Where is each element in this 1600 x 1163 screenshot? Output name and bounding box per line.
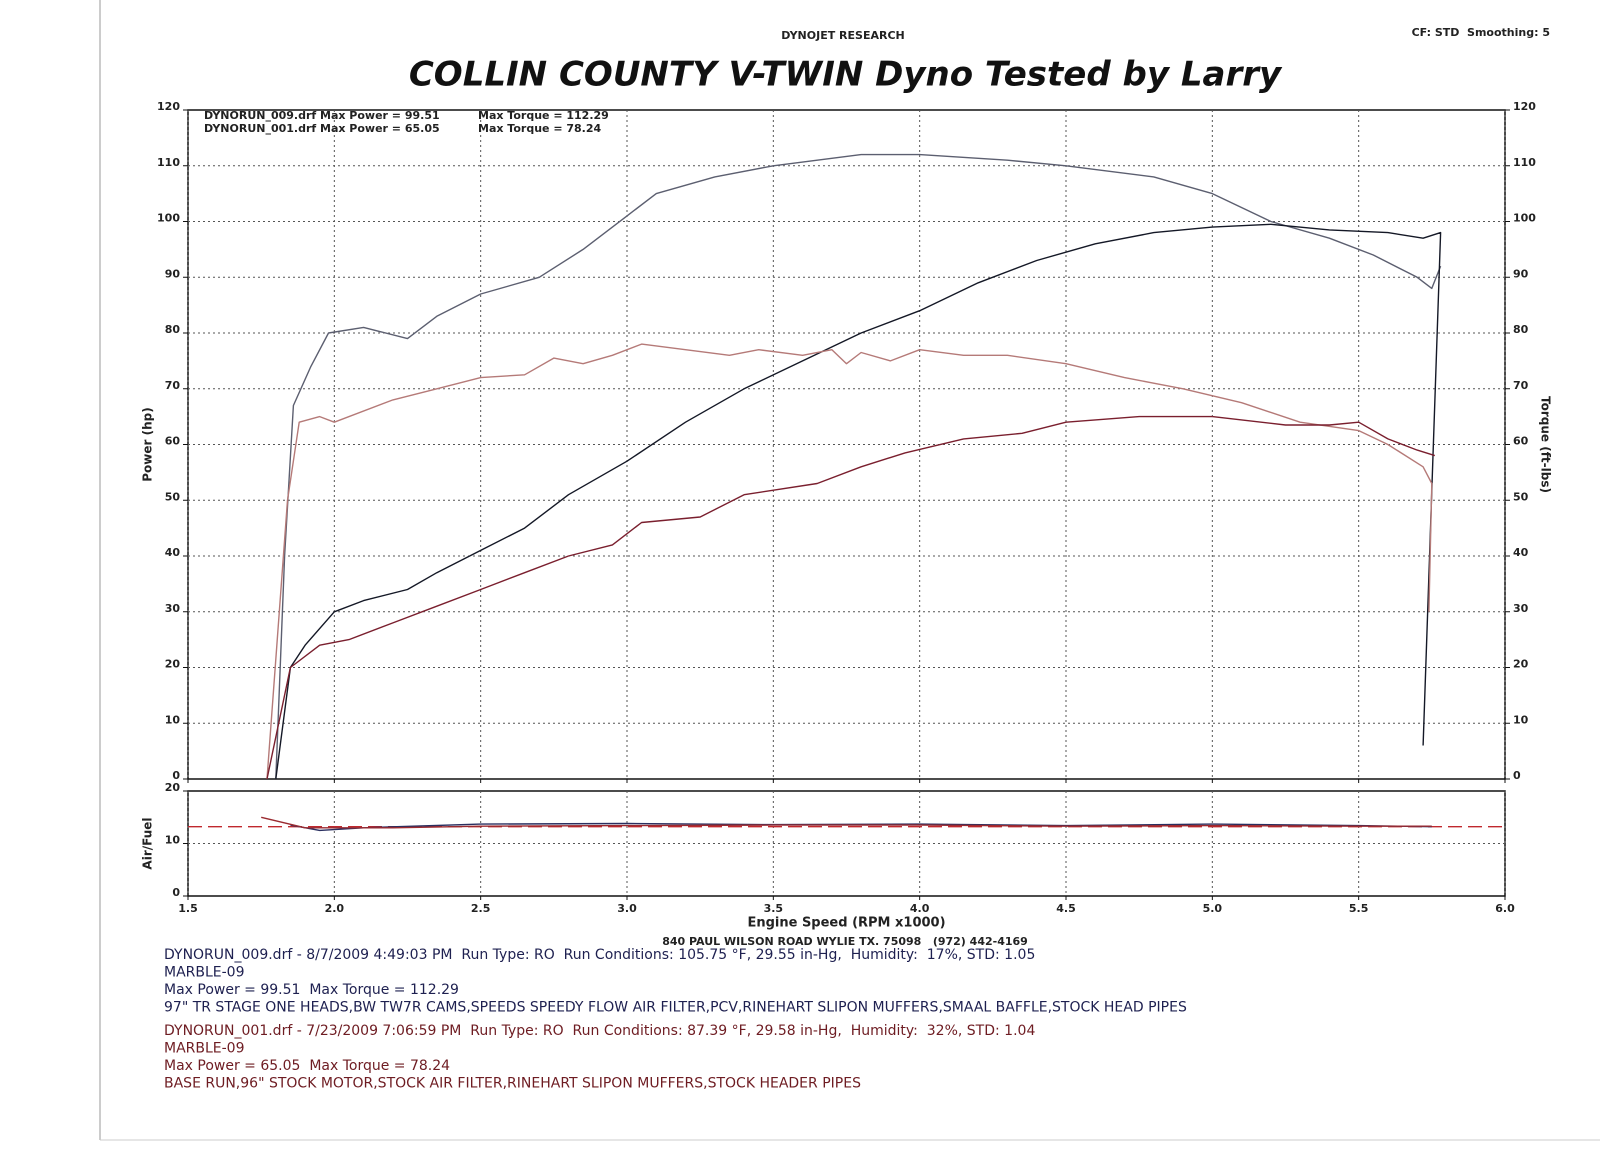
y-tick-label: 0 (172, 886, 180, 899)
y2-tick-label: 60 (1513, 435, 1529, 448)
x-tick-label: 4.0 (910, 902, 930, 915)
series-line (275, 223, 1442, 780)
y-tick-label: 0 (172, 769, 180, 782)
x-tick-label: 3.0 (617, 902, 637, 915)
run-info: DYNORUN_009.drf - 8/7/2009 4:49:03 PM Ru… (164, 947, 1035, 963)
annotation: DYNORUN_001.drf Max Power = 65.05 (204, 122, 440, 135)
y-tick-label: 40 (165, 546, 181, 559)
x-axis-label: Engine Speed (RPM x1000) (747, 916, 945, 931)
y2-tick-label: 100 (1513, 212, 1536, 225)
y2-tick-label: 70 (1513, 379, 1529, 392)
x-tick-label: 1.5 (178, 902, 198, 915)
x-tick-label: 5.5 (1349, 902, 1369, 915)
y-axis-label: Power (hp) (141, 407, 155, 481)
x-tick-label: 4.5 (1056, 902, 1076, 915)
y-tick-label: 80 (165, 323, 181, 336)
y2-tick-label: 120 (1513, 100, 1536, 113)
x-tick-label: 5.0 (1203, 902, 1223, 915)
x-tick-label: 6.0 (1495, 902, 1515, 915)
run-info: 97" TR STAGE ONE HEADS,BW TW7R CAMS,SPEE… (164, 1000, 1187, 1016)
y-tick-label: 90 (165, 267, 181, 280)
y2-tick-label: 30 (1513, 602, 1529, 615)
y-axis-label: Air/Fuel (141, 817, 155, 869)
x-tick-label: 2.5 (471, 902, 491, 915)
series-line (266, 343, 1433, 780)
y-tick-label: 10 (165, 834, 181, 847)
y2-tick-label: 10 (1513, 713, 1529, 726)
run-info: MARBLE-09 (164, 965, 245, 981)
y2-tick-label: 40 (1513, 546, 1529, 559)
y2-tick-label: 110 (1513, 156, 1536, 169)
annotation: DYNORUN_009.drf Max Power = 99.51 (204, 109, 440, 122)
run-info: Max Power = 65.05 Max Torque = 78.24 (164, 1058, 450, 1074)
chart-title: COLLIN COUNTY V-TWIN Dyno Tested by Larr… (409, 55, 1283, 95)
series-line (266, 415, 1436, 780)
y-tick-label: 110 (157, 156, 180, 169)
run-info: MARBLE-09 (164, 1041, 245, 1057)
y2-tick-label: 0 (1513, 769, 1521, 782)
y-tick-label: 100 (157, 212, 180, 225)
address: 840 PAUL WILSON ROAD WYLIE TX. 75098 (97… (662, 935, 1028, 948)
series-line (275, 153, 1442, 780)
y-tick-label: 120 (157, 100, 180, 113)
run-info: Max Power = 99.51 Max Torque = 112.29 (164, 982, 459, 998)
company: DYNOJET RESEARCH (781, 29, 904, 42)
annotation: Max Torque = 112.29 (478, 109, 609, 122)
run-info: BASE RUN,96" STOCK MOTOR,STOCK AIR FILTE… (164, 1076, 861, 1092)
y-tick-label: 50 (165, 490, 181, 503)
annotation: Max Torque = 78.24 (478, 122, 602, 135)
run-info: DYNORUN_001.drf - 7/23/2009 7:06:59 PM R… (164, 1023, 1035, 1039)
y2-tick-label: 50 (1513, 490, 1529, 503)
y2-tick-label: 80 (1513, 323, 1529, 336)
y-tick-label: 20 (165, 781, 181, 794)
y-tick-label: 30 (165, 602, 181, 615)
y-tick-label: 10 (165, 713, 181, 726)
y-tick-label: 20 (165, 658, 181, 671)
series-line (261, 816, 1432, 829)
y-tick-label: 60 (165, 435, 181, 448)
y2-tick-label: 90 (1513, 267, 1529, 280)
y-tick-label: 70 (165, 379, 181, 392)
x-tick-label: 2.0 (325, 902, 345, 915)
x-tick-label: 3.5 (764, 902, 784, 915)
y2-axis-label: Torque (ft-lbs) (1539, 396, 1553, 493)
y2-tick-label: 20 (1513, 658, 1529, 671)
settings: CF: STD Smoothing: 5 (1412, 26, 1550, 39)
